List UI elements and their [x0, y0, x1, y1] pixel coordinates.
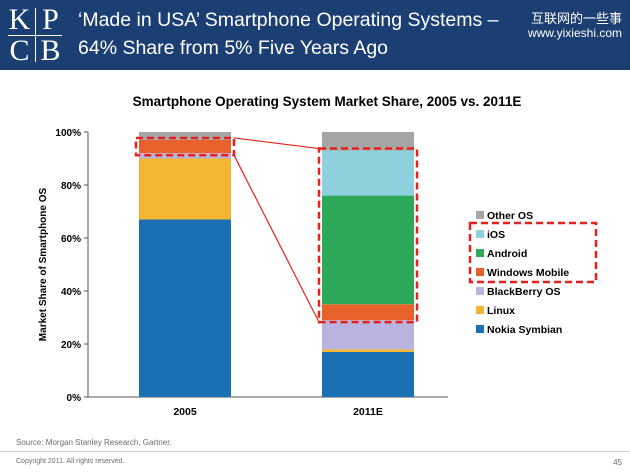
y-tick-label: 0% [67, 393, 82, 404]
bar-2005-linux [139, 158, 231, 220]
legend-swatch-android [476, 249, 484, 257]
market-share-chart: Smartphone Operating System Market Share… [38, 94, 598, 418]
connector-line-top [233, 137, 320, 150]
legend-swatch-other-os [476, 211, 484, 219]
y-tick-label: 100% [55, 128, 81, 139]
logo-letter-p: P [42, 3, 59, 36]
legend-label-ios: iOS [487, 229, 505, 241]
logo-letter-k: K [8, 3, 31, 36]
legend-label-windows-mobile: Windows Mobile [487, 267, 569, 279]
connector-line-bottom [233, 154, 320, 323]
kpcb-logo: K P C B [4, 4, 66, 66]
bar-2005-nokia-symbian [139, 219, 231, 397]
slide-header: K P C B ‘Made in USA’ Smartphone Operati… [0, 0, 630, 70]
bar-2011e-other-os [322, 132, 414, 151]
y-tick-label: 60% [61, 234, 81, 245]
bar-2005-other-os [139, 132, 231, 140]
logo-letter-c: C [9, 34, 30, 67]
legend-label-blackberry-os: BlackBerry OS [487, 286, 561, 298]
x-tick-label-2005: 2005 [173, 406, 197, 418]
highlight-box-2005 [134, 136, 236, 157]
legend-swatch-windows-mobile [476, 268, 484, 276]
legend-highlight-box [468, 221, 598, 284]
copyright-text: Copyright 2011. All rights reserved. [16, 458, 125, 465]
bar-2011e-nokia-symbian [322, 351, 414, 397]
y-tick-label: 20% [61, 340, 81, 351]
legend-label-linux: Linux [487, 305, 515, 317]
legend-label-android: Android [487, 248, 527, 260]
x-tick-label-2011e: 2011E [353, 406, 383, 418]
slide-title-line2: 64% Share from 5% Five Years Ago [78, 37, 389, 59]
legend-label-other-os: Other OS [487, 210, 533, 222]
legend-swatch-blackberry-os [476, 287, 484, 295]
legend-swatch-ios [476, 230, 484, 238]
bar-2011e-blackberry-os [322, 320, 414, 350]
y-tick-label: 80% [61, 181, 81, 192]
bar-2011e-windows-mobile [322, 304, 414, 321]
bar-2005-blackberry-os [139, 153, 231, 159]
watermark-chinese: 互联网的一些事 [530, 11, 622, 26]
legend-swatch-linux [476, 306, 484, 314]
logo-letter-b: B [40, 34, 61, 67]
bar-2011e-ios [322, 150, 414, 196]
bar-2011e-linux [322, 349, 414, 352]
legend-label-nokia-symbian: Nokia Symbian [487, 324, 562, 336]
highlight-box-2011e [317, 147, 419, 324]
footer-divider [0, 451, 630, 452]
y-axis-label: Market Share of Smartphone OS [38, 187, 49, 341]
page-number: 45 [613, 458, 622, 467]
bar-2011e-android [322, 195, 414, 305]
y-tick-label: 40% [61, 287, 81, 298]
bar-2005-windows-mobile [139, 139, 231, 154]
chart-title: Smartphone Operating System Market Share… [133, 94, 522, 109]
watermark-url: www.yixieshi.com [527, 26, 622, 40]
logo-divider-horizontal [8, 35, 62, 36]
legend-swatch-nokia-symbian [476, 325, 484, 333]
source-note: Source: Morgan Stanley Research, Gartner… [16, 438, 172, 447]
slide-title-line1: ‘Made in USA’ Smartphone Operating Syste… [78, 9, 499, 31]
